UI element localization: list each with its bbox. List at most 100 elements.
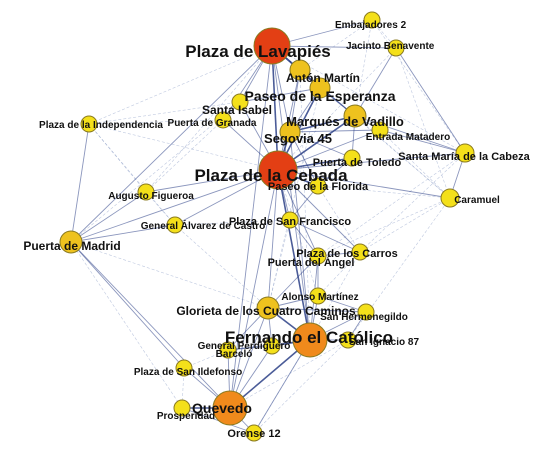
edge-matadero-caramuel bbox=[379, 129, 451, 199]
edge-independencia-madrid bbox=[70, 123, 90, 243]
node-label-vadillo: Marqués de Vadillo bbox=[286, 114, 404, 129]
edge-figueroa-madrid bbox=[70, 191, 147, 243]
node-hermenegildo[interactable] bbox=[357, 303, 375, 321]
node-label-quevedo: Quevedo bbox=[192, 400, 252, 416]
node-glorieta[interactable] bbox=[256, 296, 280, 320]
node-figueroa[interactable] bbox=[137, 183, 155, 201]
node-jacinto[interactable] bbox=[387, 39, 405, 57]
edge-caramuel-angel bbox=[317, 197, 451, 257]
edge-cebada-quevedo bbox=[229, 169, 279, 409]
edge-cabeza-carros bbox=[359, 152, 466, 253]
node-label-independencia: Plaza de la Independencia bbox=[39, 120, 163, 131]
node-ildefonso[interactable] bbox=[175, 359, 193, 377]
node-label-hermenegildo: San Hermenegildo bbox=[320, 312, 408, 323]
node-orense[interactable] bbox=[245, 424, 263, 442]
edge-jacinto-caramuel bbox=[395, 47, 451, 199]
edge-caramuel-carros bbox=[359, 197, 451, 253]
node-madrid[interactable] bbox=[59, 230, 83, 254]
edge-granada-independencia bbox=[88, 119, 224, 125]
node-label-ignacio: San Ignacio 87 bbox=[349, 337, 419, 348]
node-label-cebada: Plaza de la Cebada bbox=[194, 166, 348, 185]
edge-vadillo-cabeza bbox=[354, 115, 466, 154]
edge-independencia-alvarez bbox=[88, 123, 176, 226]
edge-ignacio-orense bbox=[253, 339, 349, 434]
edge-ignacio-quevedo bbox=[229, 339, 349, 409]
node-isabel[interactable] bbox=[231, 93, 249, 111]
node-alonso[interactable] bbox=[309, 287, 327, 305]
node-label-fernando: Fernando el Católico bbox=[225, 328, 393, 347]
edge-alvarez-glorieta bbox=[174, 224, 269, 309]
node-label-carros: Plaza de los Carros bbox=[296, 248, 398, 260]
node-florida[interactable] bbox=[309, 177, 327, 195]
node-label-lavapies: Plaza de Lavapiés bbox=[185, 42, 331, 61]
node-label-isabel: Santa Isabel bbox=[202, 103, 272, 117]
edge-jacinto-cebada bbox=[277, 47, 397, 171]
edge-francisco-carros bbox=[289, 219, 361, 253]
node-label-segovia: Segovia 45 bbox=[264, 131, 332, 146]
edge-isabel-independencia bbox=[88, 101, 241, 125]
node-matadero[interactable] bbox=[371, 121, 389, 139]
edge-layer bbox=[70, 19, 466, 434]
edge-jacinto-vadillo bbox=[354, 47, 397, 117]
node-label-jacinto: Jacinto Benavente bbox=[346, 41, 435, 52]
node-label-granada: Puerta de Granada bbox=[168, 118, 257, 129]
edge-cabeza-cebada bbox=[277, 152, 466, 171]
edge-embajadores-vadillo bbox=[354, 19, 373, 117]
edge-matadero-cabeza bbox=[379, 129, 466, 154]
node-vadillo[interactable] bbox=[343, 104, 367, 128]
edge-cebada-fernando bbox=[277, 169, 311, 341]
node-label-prosperidad: Prosperidad bbox=[157, 411, 215, 422]
node-label-anton: Antón Martín bbox=[286, 71, 360, 85]
node-label-esperanza: Paseo de la Esperanza bbox=[245, 88, 396, 104]
node-toledo[interactable] bbox=[343, 149, 361, 167]
edge-alvarez-madrid bbox=[70, 224, 176, 243]
node-anton[interactable] bbox=[289, 59, 311, 81]
edge-lavapies-figueroa bbox=[145, 45, 273, 193]
node-label-perdiguero: General Perdiguero bbox=[198, 341, 291, 352]
edge-esperanza-isabel bbox=[239, 87, 321, 103]
edge-carros-fernando bbox=[309, 251, 361, 341]
node-caramuel[interactable] bbox=[440, 188, 460, 208]
node-cabeza[interactable] bbox=[455, 143, 475, 163]
node-carros[interactable] bbox=[351, 243, 369, 261]
edge-lavapies-cebada bbox=[271, 45, 279, 171]
node-cebada[interactable] bbox=[258, 150, 298, 190]
node-label-alonso: Alonso Martínez bbox=[281, 292, 358, 303]
node-angel[interactable] bbox=[309, 247, 327, 265]
edge-granada-figueroa bbox=[145, 119, 224, 193]
node-prosperidad[interactable] bbox=[173, 399, 191, 417]
edge-glorieta-hermenegildo bbox=[267, 307, 367, 313]
node-label-francisco: Plaza de San Francisco bbox=[229, 216, 352, 228]
node-ignacio[interactable] bbox=[339, 331, 357, 349]
edge-lavapies-madrid bbox=[70, 45, 273, 243]
edge-francisco-glorieta bbox=[267, 219, 291, 309]
node-label-matadero: Entrada Matadero bbox=[366, 132, 450, 143]
node-quevedo[interactable] bbox=[212, 390, 248, 426]
node-label-glorieta: Glorieta de los Cuatro Caminos bbox=[176, 304, 356, 318]
node-fernando[interactable] bbox=[292, 322, 328, 358]
node-barcelo[interactable] bbox=[219, 341, 237, 359]
edge-jacinto-cabeza bbox=[395, 47, 466, 154]
edge-florida-carros bbox=[317, 185, 361, 253]
node-independencia[interactable] bbox=[80, 115, 98, 133]
edge-independencia-cebada bbox=[88, 123, 279, 171]
node-label-toledo: Puerta de Toledo bbox=[313, 157, 402, 169]
node-alvarez[interactable] bbox=[166, 216, 184, 234]
edge-madrid-prosperidad bbox=[70, 241, 183, 409]
node-embajadores[interactable] bbox=[363, 11, 381, 29]
node-esperanza[interactable] bbox=[309, 77, 331, 99]
node-granada[interactable] bbox=[214, 111, 232, 129]
node-francisco[interactable] bbox=[281, 211, 299, 229]
node-label-florida: Paseo de la Florida bbox=[268, 181, 369, 193]
node-lavapies[interactable] bbox=[253, 27, 291, 65]
node-perdiguero[interactable] bbox=[263, 337, 281, 355]
node-segovia[interactable] bbox=[279, 121, 301, 143]
edge-cebada-caramuel bbox=[277, 169, 451, 199]
edge-segovia-toledo bbox=[289, 131, 353, 159]
edge-cebada-glorieta bbox=[267, 169, 279, 309]
edge-esperanza-glorieta bbox=[267, 87, 321, 309]
node-label-angel: Puerta del Ángel bbox=[268, 256, 355, 269]
node-label-barcelo: Barceló bbox=[216, 349, 253, 360]
